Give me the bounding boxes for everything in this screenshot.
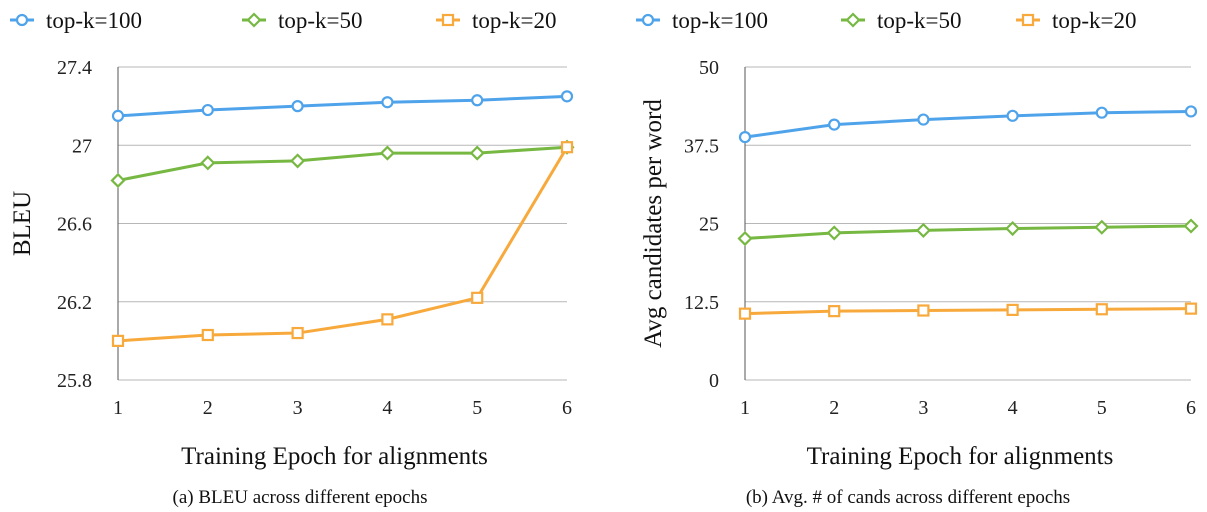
series-line	[117, 146, 569, 343]
data-point	[201, 103, 214, 117]
data-point	[1095, 106, 1108, 119]
y-tick-label: 25	[699, 214, 719, 236]
series-line	[744, 224, 1192, 241]
y-tick-label: 0	[709, 370, 719, 392]
series-line	[117, 145, 568, 182]
data-point	[111, 334, 125, 347]
data-point	[471, 94, 484, 107]
series-line	[117, 94, 568, 118]
data-point	[917, 113, 930, 126]
x-tick-label: 1	[740, 397, 750, 419]
x-tick-label: 5	[472, 397, 482, 419]
series-line	[744, 109, 1192, 139]
series-line	[744, 307, 1192, 316]
data-point	[291, 100, 304, 113]
y-tick-label: 27	[72, 135, 92, 157]
legend-label: top-k=50	[278, 8, 363, 33]
data-point	[826, 225, 842, 241]
data-point	[1006, 303, 1019, 316]
chart-caption: (a) BLEU across different epochs	[173, 487, 428, 508]
data-point	[471, 291, 484, 304]
y-tick-label: 26.2	[57, 292, 92, 314]
y-tick-label: 25.8	[57, 370, 92, 392]
x-axis-title: Training Epoch for alignments	[181, 443, 488, 470]
x-tick-label: 4	[1008, 397, 1018, 419]
data-point	[560, 90, 574, 103]
x-tick-label: 1	[113, 397, 123, 419]
x-tick-label: 2	[829, 397, 839, 419]
chart-caption: (b) Avg. # of cands across different epo…	[746, 487, 1070, 508]
data-point	[738, 131, 752, 144]
y-tick-label: 12.5	[684, 292, 719, 314]
data-point	[1184, 105, 1198, 118]
bleu-chart: top-k=100 top-k=50 top-k=20 25.8 26.2 26.6 27 2…	[9, 8, 575, 508]
legend-marker-square	[441, 13, 455, 27]
data-point	[110, 172, 126, 189]
legend-marker-circle	[641, 13, 655, 27]
data-point	[381, 96, 394, 109]
legend-label: top-k=20	[472, 8, 557, 33]
data-point	[1184, 302, 1198, 315]
y-tick-label: 26.6	[57, 214, 92, 236]
y-tick-label: 27.4	[57, 57, 92, 79]
x-tick-label: 2	[203, 397, 213, 419]
y-axis-title: Avg candidates per word	[640, 99, 667, 348]
x-axis-title: Training Epoch for alignments	[807, 443, 1114, 470]
data-point	[1006, 109, 1019, 122]
data-point	[738, 307, 752, 320]
x-tick-label: 3	[293, 397, 303, 419]
data-point	[1005, 220, 1021, 237]
x-tick-label: 6	[562, 397, 572, 419]
data-point	[1094, 219, 1110, 235]
legend-label: top-k=20	[1052, 8, 1137, 33]
y-tick-label: 37.5	[684, 135, 719, 157]
data-point	[381, 313, 394, 326]
x-tick-label: 6	[1186, 397, 1196, 419]
legend-marker-diamond	[845, 12, 861, 28]
data-point	[1095, 303, 1108, 316]
y-axis-title: BLEU	[9, 191, 36, 256]
x-tick-label: 5	[1097, 397, 1107, 419]
data-point	[1183, 218, 1199, 234]
data-point	[737, 230, 753, 247]
data-point	[469, 145, 485, 161]
y-tick-label: 50	[699, 57, 719, 79]
legend-label: top-k=50	[877, 8, 962, 33]
data-point	[379, 145, 395, 161]
data-point	[828, 118, 841, 131]
data-point	[917, 304, 930, 317]
data-point	[915, 222, 931, 238]
data-point	[200, 155, 216, 171]
legend-label: top-k=100	[46, 8, 142, 33]
legend-label: top-k=100	[672, 8, 768, 33]
legend-marker-diamond	[246, 12, 262, 28]
data-point	[291, 326, 304, 340]
x-tick-label: 4	[382, 397, 392, 419]
data-point	[828, 305, 841, 318]
data-point	[560, 141, 574, 154]
legend-marker-circle	[15, 13, 29, 27]
x-tick-label: 3	[918, 397, 928, 419]
legend-marker-square	[1021, 13, 1035, 27]
data-point	[290, 153, 306, 169]
data-point	[201, 328, 214, 342]
data-point	[111, 109, 125, 123]
